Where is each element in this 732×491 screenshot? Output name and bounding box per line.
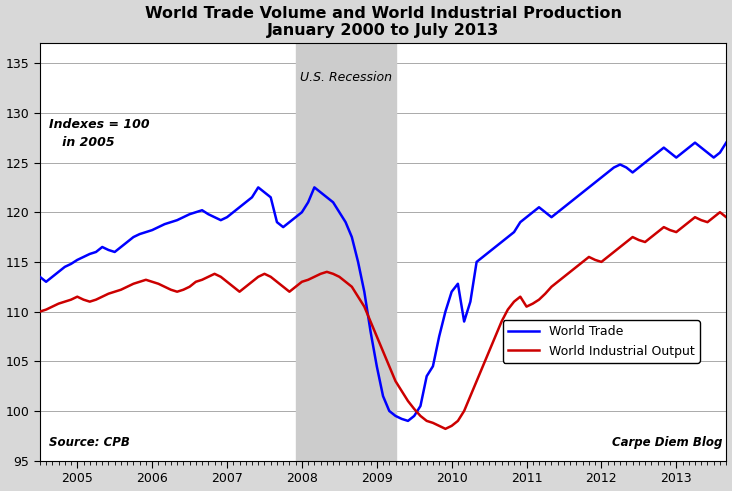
World Trade [61,264,70,270]
Line: World Trade: World Trade [0,93,732,436]
World Industrial Output [441,426,449,432]
Title: World Trade Volume and World Industrial Production
January 2000 to July 2013: World Trade Volume and World Industrial … [145,5,621,38]
Text: Source: CPB: Source: CPB [49,436,130,449]
World Trade [279,224,288,230]
Line: World Industrial Output: World Industrial Output [0,199,732,429]
World Trade [192,209,201,215]
Text: Carpe Diem Blog: Carpe Diem Blog [613,436,722,449]
Text: Indexes = 100
   in 2005: Indexes = 100 in 2005 [49,118,149,149]
World Industrial Output [272,279,281,285]
World Industrial Output [54,300,63,306]
Text: U.S. Recession: U.S. Recession [299,71,392,84]
Legend: World Trade, World Industrial Output: World Trade, World Industrial Output [503,320,700,362]
Bar [296,43,395,461]
World Industrial Output [185,284,194,290]
